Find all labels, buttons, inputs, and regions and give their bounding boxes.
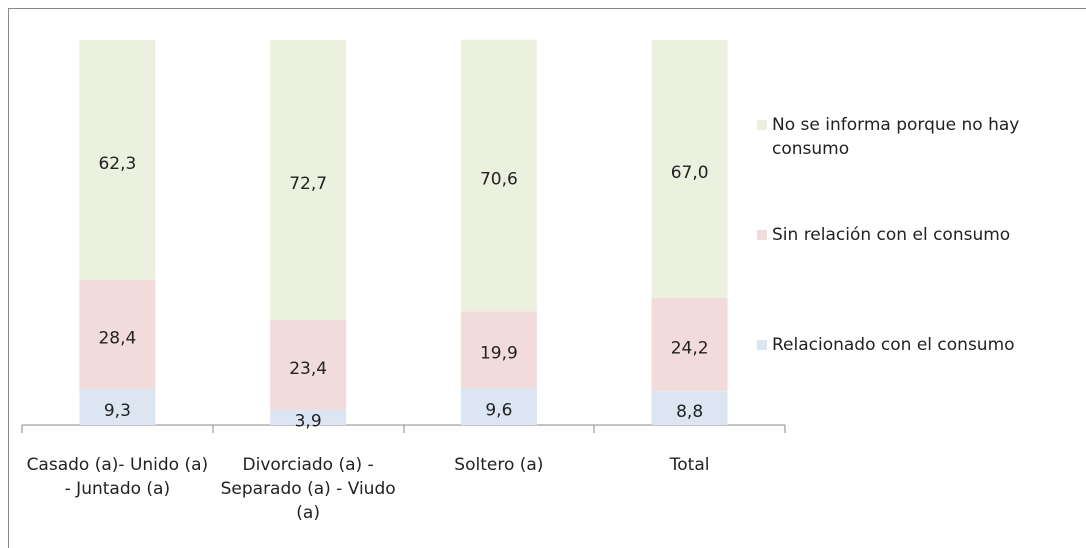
data-label: 24,2 [671, 339, 709, 359]
bar-segment [460, 311, 537, 389]
bar-segment [79, 389, 156, 425]
data-label: 62,3 [98, 154, 136, 174]
chart-border [8, 8, 1086, 548]
legend-swatch [757, 230, 767, 240]
legend-label: Sin relación con el consumo [772, 225, 1011, 245]
x-tick-label: Casado (a)- Unido (a) - Juntado (a) [26, 455, 209, 499]
x-tick-label: Total [669, 455, 710, 475]
data-label: 72,7 [289, 174, 327, 194]
bar-segment [651, 40, 728, 298]
bar-segment [270, 319, 347, 410]
bar-segment [460, 39, 537, 312]
bar-segment [79, 279, 156, 390]
data-label: 23,4 [289, 359, 327, 379]
data-label: 8,8 [676, 402, 703, 422]
legend-label: No se informa porque no hay consumo [772, 115, 1020, 159]
bar-segment [651, 297, 728, 392]
data-label: 28,4 [98, 329, 136, 349]
legend-swatch [757, 120, 767, 130]
data-label: 67,0 [671, 163, 709, 183]
bar-segment [270, 40, 347, 320]
data-label: 70,6 [480, 170, 518, 190]
bar-segment [270, 409, 347, 425]
data-label: 9,6 [485, 401, 512, 421]
legend-swatch [757, 340, 767, 350]
data-label: 9,3 [104, 401, 131, 421]
bar-segment [460, 388, 537, 425]
bar-segment [79, 40, 156, 280]
data-label: 19,9 [480, 344, 518, 364]
bar-segment [651, 391, 728, 425]
x-tick-label: Soltero (a) [454, 455, 544, 475]
x-tick-label: Divorciado (a) - Separado (a) - Viudo (a… [220, 455, 396, 523]
data-label: 3,9 [295, 411, 322, 431]
legend-label: Relacionado con el consumo [772, 335, 1015, 355]
